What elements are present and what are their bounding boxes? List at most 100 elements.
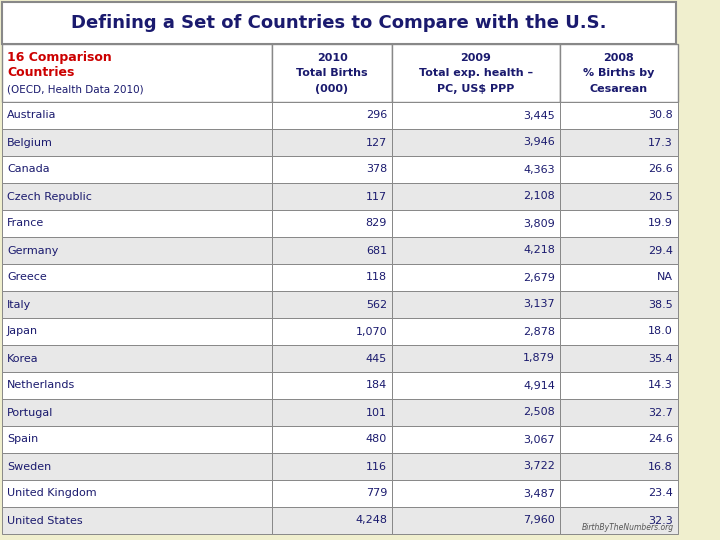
Bar	[272, 345, 392, 372]
Bar	[272, 156, 392, 183]
Text: 18.0: 18.0	[648, 327, 673, 336]
Bar	[560, 372, 678, 399]
Text: 1,879: 1,879	[523, 354, 555, 363]
Text: 38.5: 38.5	[648, 300, 673, 309]
Bar	[272, 507, 392, 534]
Bar	[272, 318, 392, 345]
Bar	[2, 102, 272, 129]
Text: NA: NA	[657, 273, 673, 282]
Text: Cesarean: Cesarean	[590, 84, 648, 94]
Bar	[560, 291, 678, 318]
Text: 16 Comparison: 16 Comparison	[7, 51, 112, 64]
Bar	[560, 210, 678, 237]
Text: Czech Republic: Czech Republic	[7, 192, 92, 201]
Bar	[272, 291, 392, 318]
Bar	[272, 372, 392, 399]
Text: 30.8: 30.8	[648, 111, 673, 120]
Bar	[2, 264, 272, 291]
Text: Canada: Canada	[7, 165, 50, 174]
Bar	[560, 453, 678, 480]
Text: 35.4: 35.4	[648, 354, 673, 363]
Bar	[2, 426, 272, 453]
Bar	[560, 318, 678, 345]
Text: 3,445: 3,445	[523, 111, 555, 120]
Text: 4,914: 4,914	[523, 381, 555, 390]
Bar	[272, 264, 392, 291]
Bar	[2, 156, 272, 183]
Bar	[560, 156, 678, 183]
Text: Spain: Spain	[7, 435, 38, 444]
Text: 16.8: 16.8	[648, 462, 673, 471]
Bar	[392, 264, 560, 291]
Text: Portugal: Portugal	[7, 408, 53, 417]
Bar	[392, 507, 560, 534]
Text: Total exp. health –: Total exp. health –	[419, 68, 533, 78]
Text: 24.6: 24.6	[648, 435, 673, 444]
Bar	[560, 44, 678, 102]
Text: 19.9: 19.9	[648, 219, 673, 228]
Text: 184: 184	[366, 381, 387, 390]
Text: (OECD, Health Data 2010): (OECD, Health Data 2010)	[7, 84, 143, 94]
Text: Germany: Germany	[7, 246, 58, 255]
Text: 2,108: 2,108	[523, 192, 555, 201]
Bar	[560, 480, 678, 507]
Text: 445: 445	[366, 354, 387, 363]
Bar	[2, 480, 272, 507]
Bar	[2, 237, 272, 264]
Text: Greece: Greece	[7, 273, 47, 282]
Text: 118: 118	[366, 273, 387, 282]
Bar	[272, 210, 392, 237]
Bar	[560, 399, 678, 426]
Text: Belgium: Belgium	[7, 138, 53, 147]
Text: BirthByTheNumbers.org: BirthByTheNumbers.org	[582, 523, 674, 532]
Text: 378: 378	[366, 165, 387, 174]
Text: Japan: Japan	[7, 327, 38, 336]
Bar	[272, 237, 392, 264]
Text: 23.4: 23.4	[648, 489, 673, 498]
Text: 3,946: 3,946	[523, 138, 555, 147]
Text: 480: 480	[366, 435, 387, 444]
Bar	[2, 318, 272, 345]
Text: 779: 779	[366, 489, 387, 498]
Bar	[2, 2, 676, 44]
Text: Defining a Set of Countries to Compare with the U.S.: Defining a Set of Countries to Compare w…	[71, 14, 607, 32]
Text: Sweden: Sweden	[7, 462, 51, 471]
Text: Total Births: Total Births	[296, 68, 368, 78]
Text: 3,137: 3,137	[523, 300, 555, 309]
Text: 2009: 2009	[461, 53, 492, 63]
Bar	[392, 291, 560, 318]
Bar	[392, 210, 560, 237]
Text: 17.3: 17.3	[648, 138, 673, 147]
Text: 2008: 2008	[603, 53, 634, 63]
Bar	[272, 44, 392, 102]
Bar	[560, 102, 678, 129]
Bar	[272, 426, 392, 453]
Text: United States: United States	[7, 516, 83, 525]
Bar	[2, 210, 272, 237]
Text: 2,679: 2,679	[523, 273, 555, 282]
Text: 296: 296	[366, 111, 387, 120]
Bar	[560, 507, 678, 534]
Text: 14.3: 14.3	[648, 381, 673, 390]
Bar	[2, 372, 272, 399]
Bar	[392, 399, 560, 426]
Text: United Kingdom: United Kingdom	[7, 489, 96, 498]
Bar	[560, 237, 678, 264]
Bar	[2, 129, 272, 156]
Bar	[392, 237, 560, 264]
Text: 2,878: 2,878	[523, 327, 555, 336]
Text: 32.3: 32.3	[648, 516, 673, 525]
Bar	[2, 453, 272, 480]
Bar	[560, 426, 678, 453]
Text: 3,809: 3,809	[523, 219, 555, 228]
Text: 29.4: 29.4	[648, 246, 673, 255]
Bar	[392, 183, 560, 210]
Bar	[272, 399, 392, 426]
Bar	[272, 183, 392, 210]
Text: Australia: Australia	[7, 111, 56, 120]
Bar	[392, 318, 560, 345]
Bar	[392, 480, 560, 507]
Bar	[560, 129, 678, 156]
Bar	[272, 129, 392, 156]
Bar	[2, 291, 272, 318]
